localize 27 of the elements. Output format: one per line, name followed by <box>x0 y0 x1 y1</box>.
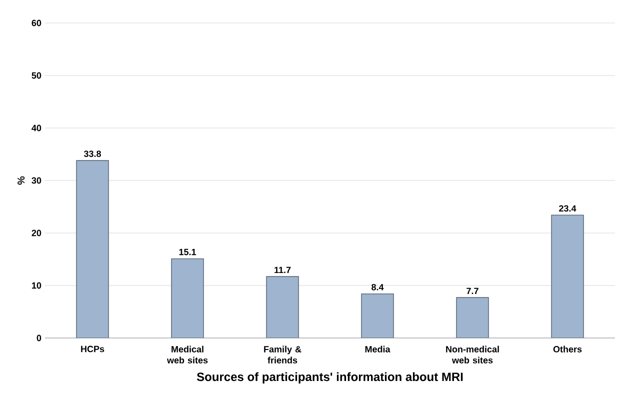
x-tick-label: Family & friends <box>264 346 302 364</box>
bar <box>361 294 394 338</box>
y-axis-title: % <box>18 176 25 185</box>
bar <box>266 276 299 338</box>
y-tick-label: 40 <box>32 124 42 132</box>
data-label: 15.1 <box>179 248 196 256</box>
y-tick-label: 60 <box>32 20 42 26</box>
x-tick-label: HCPs <box>81 346 104 352</box>
x-tick-label: Medical web sites <box>166 346 208 364</box>
bar <box>76 160 109 338</box>
data-label: 11.7 <box>274 266 291 274</box>
data-label: 33.8 <box>84 150 101 158</box>
bar <box>171 258 204 338</box>
x-axis-title: Sources of participants' information about MRI <box>196 372 463 384</box>
y-tick-label: 50 <box>32 72 42 79</box>
data-label: 8.4 <box>372 284 384 290</box>
data-label: 23.4 <box>559 205 576 212</box>
y-tick-label: 20 <box>32 230 42 236</box>
bar <box>456 297 489 338</box>
x-tick-label: Media <box>365 346 390 352</box>
y-tick-label: 0 <box>36 334 42 342</box>
bar <box>551 214 584 338</box>
y-tick-label: 30 <box>32 177 42 184</box>
y-tick-label: 10 <box>32 282 42 289</box>
data-label: 7.7 <box>466 288 478 294</box>
x-tick-label: Others <box>553 346 582 352</box>
x-tick-label: Non-medical web sites <box>446 346 499 364</box>
